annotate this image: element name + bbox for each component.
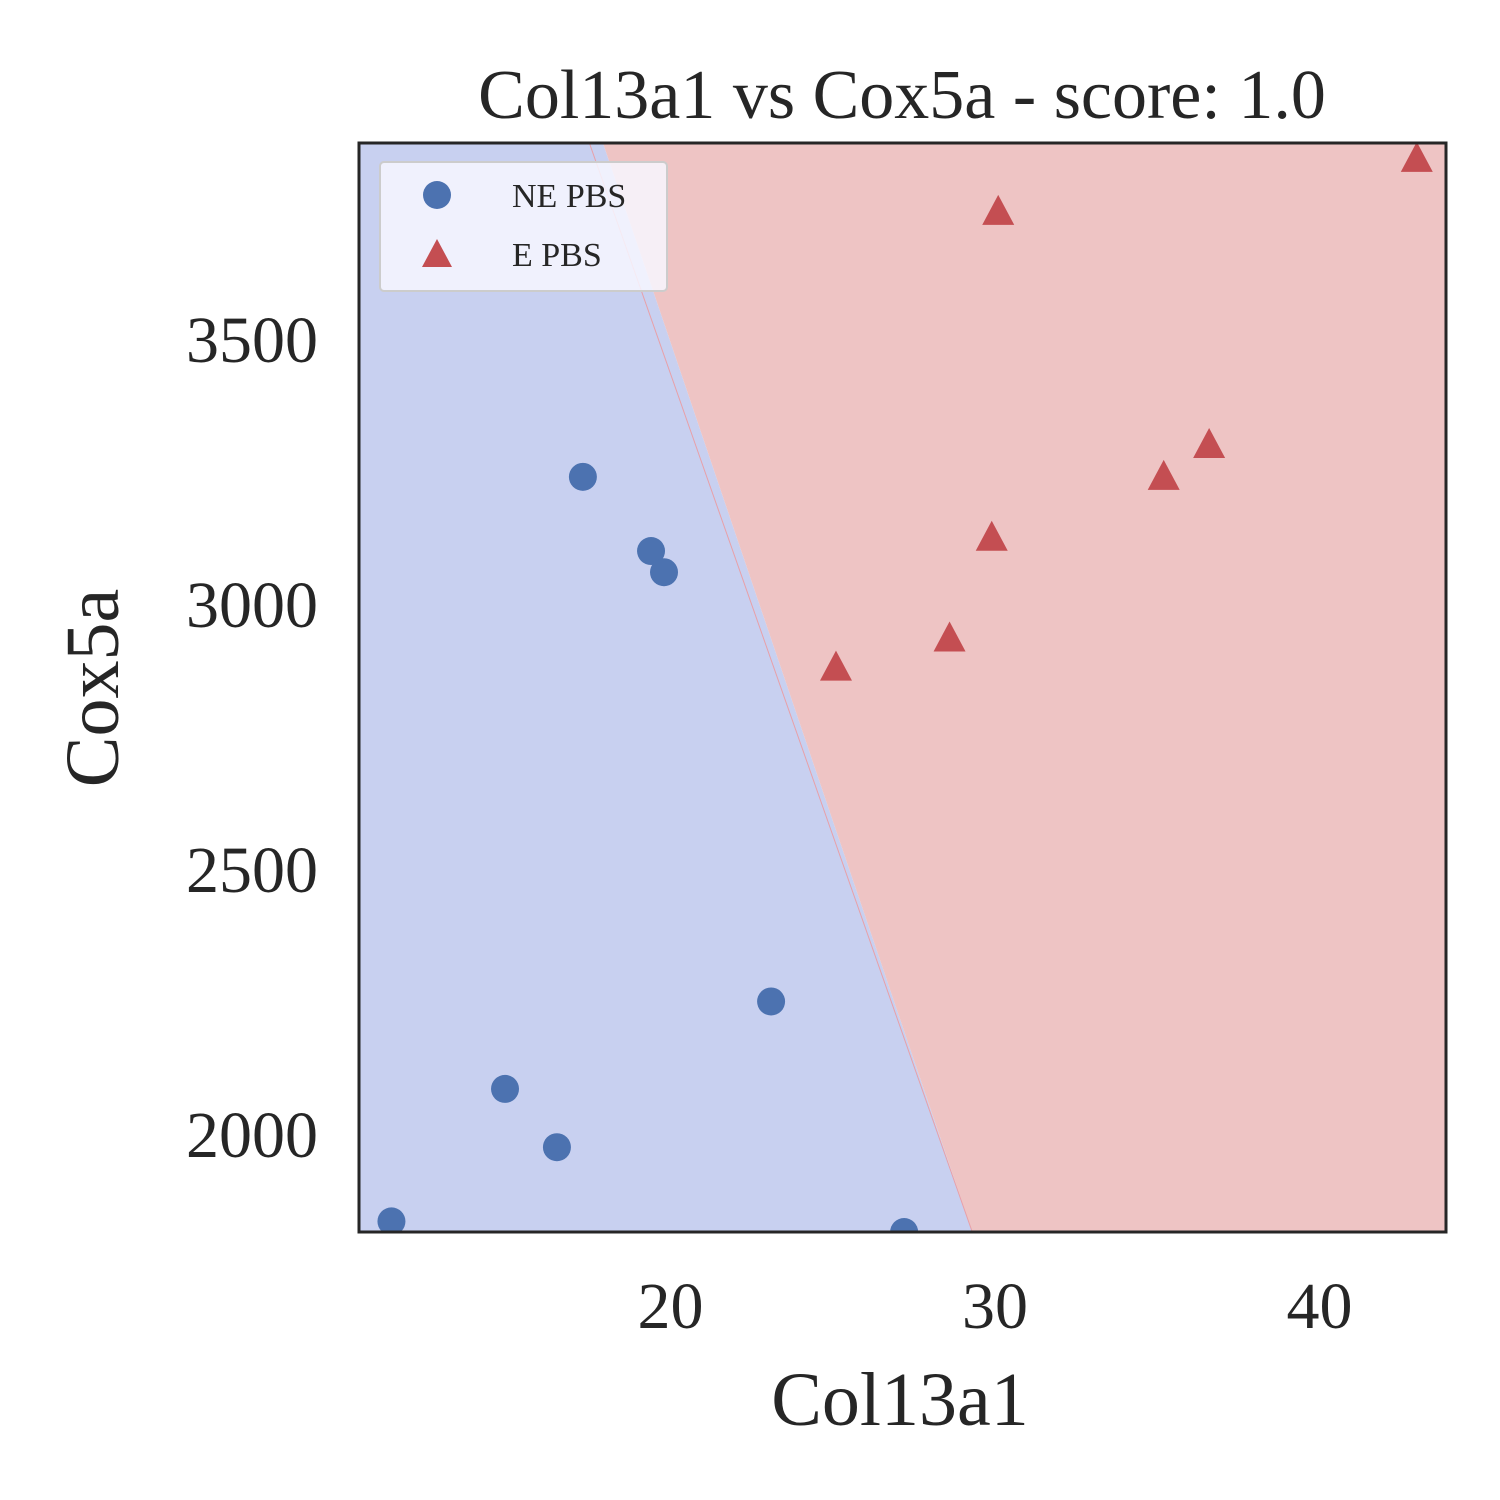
legend-label-ne-pbs: NE PBS bbox=[512, 178, 626, 215]
x-axis-ticks: 20 30 40 bbox=[637, 1270, 1352, 1343]
point-ne-pbs bbox=[890, 1218, 919, 1232]
x-axis-label: Col13a1 bbox=[771, 1358, 1029, 1442]
plot-frame bbox=[357, 141, 1448, 1234]
y-axis-label: Cox5a bbox=[51, 589, 135, 787]
x-tick-label: 40 bbox=[1286, 1270, 1352, 1343]
point-e-pbs bbox=[1193, 428, 1226, 459]
decision-regions bbox=[359, 143, 1446, 1232]
point-ne-pbs bbox=[542, 1133, 571, 1162]
x-tick-label: 30 bbox=[962, 1270, 1028, 1343]
chart-title: Col13a1 vs Cox5a - score: 1.0 bbox=[478, 57, 1326, 134]
legend: NE PBS E PBS bbox=[379, 161, 668, 292]
legend-box bbox=[379, 161, 668, 292]
y-tick-label: 2000 bbox=[186, 1099, 318, 1172]
point-e-pbs bbox=[982, 194, 1015, 225]
point-ne-pbs bbox=[650, 558, 679, 587]
point-ne-pbs bbox=[377, 1207, 406, 1232]
point-ne-pbs bbox=[637, 537, 666, 566]
y-tick-label: 3000 bbox=[186, 569, 318, 642]
region-ne-pbs bbox=[359, 143, 973, 1232]
region-e-pbs bbox=[602, 143, 1446, 1232]
y-tick-label: 2500 bbox=[186, 834, 318, 907]
y-tick-label: 3500 bbox=[186, 304, 318, 377]
legend-label-e-pbs: E PBS bbox=[512, 237, 602, 274]
point-ne-pbs bbox=[757, 987, 786, 1016]
point-e-pbs bbox=[819, 650, 852, 681]
point-e-pbs bbox=[1147, 459, 1180, 490]
point-ne-pbs bbox=[568, 462, 597, 491]
legend-marker-ne-pbs bbox=[423, 181, 451, 209]
point-ne-pbs bbox=[491, 1074, 520, 1103]
data-points bbox=[377, 143, 1433, 1232]
point-e-pbs bbox=[1400, 143, 1433, 172]
x-tick-label: 20 bbox=[637, 1270, 703, 1343]
legend-marker-e-pbs bbox=[422, 239, 452, 267]
y-axis-ticks: 2000 2500 3000 3500 bbox=[186, 304, 318, 1172]
point-e-pbs bbox=[975, 520, 1008, 551]
point-e-pbs bbox=[933, 621, 966, 652]
